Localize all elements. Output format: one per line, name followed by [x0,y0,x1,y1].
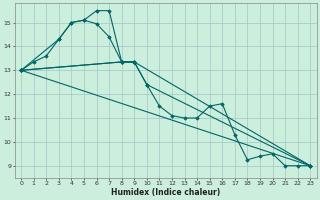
X-axis label: Humidex (Indice chaleur): Humidex (Indice chaleur) [111,188,220,197]
